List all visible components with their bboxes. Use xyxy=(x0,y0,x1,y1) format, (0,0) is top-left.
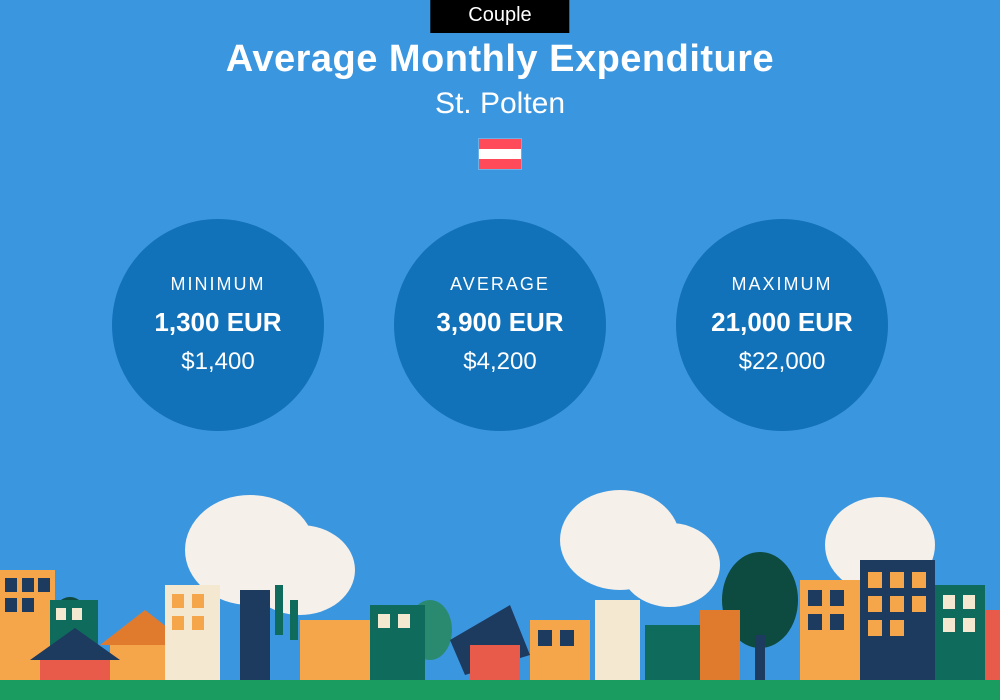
stat-primary-value: 21,000 EUR xyxy=(711,307,853,338)
stat-primary-value: 1,300 EUR xyxy=(154,307,281,338)
page-title: Average Monthly Expenditure xyxy=(0,38,1000,81)
flag-stripe xyxy=(479,139,521,149)
city-name: St. Polten xyxy=(0,87,1000,121)
stat-label: MINIMUM xyxy=(171,274,266,295)
cityscape-illustration xyxy=(0,490,1000,700)
flag-stripe xyxy=(479,149,521,159)
stat-secondary-value: $4,200 xyxy=(463,348,536,376)
stats-row: MINIMUM 1,300 EUR $1,400 AVERAGE 3,900 E… xyxy=(0,219,1000,431)
stat-average: AVERAGE 3,900 EUR $4,200 xyxy=(394,219,606,431)
flag-stripe xyxy=(479,159,521,169)
stat-label: AVERAGE xyxy=(450,274,550,295)
stat-label: MAXIMUM xyxy=(732,274,833,295)
household-badge: Couple xyxy=(430,0,569,33)
country-flag-icon xyxy=(479,139,521,169)
stat-maximum: MAXIMUM 21,000 EUR $22,000 xyxy=(676,219,888,431)
stat-secondary-value: $22,000 xyxy=(739,348,826,376)
stat-minimum: MINIMUM 1,300 EUR $1,400 xyxy=(112,219,324,431)
stat-primary-value: 3,900 EUR xyxy=(436,307,563,338)
stat-secondary-value: $1,400 xyxy=(181,348,254,376)
